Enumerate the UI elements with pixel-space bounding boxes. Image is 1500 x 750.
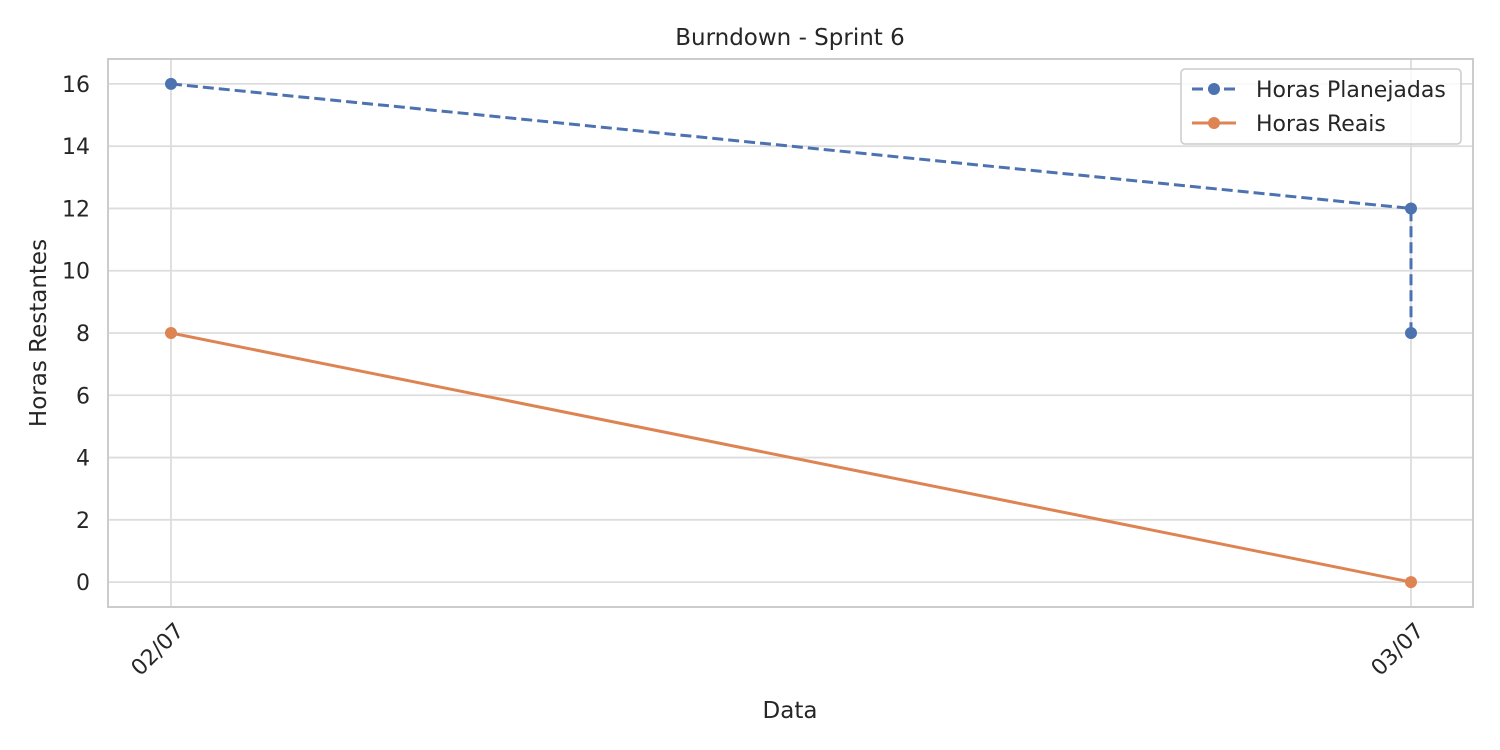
y-tick-label: 4 [76, 447, 90, 472]
x-tick-label: 03/07 [1367, 619, 1430, 682]
data-point-horas-planejadas [1405, 202, 1417, 215]
data-point-horas-planejadas [165, 77, 177, 90]
plot-area-frame [107, 58, 1474, 608]
y-tick-label: 10 [62, 260, 90, 285]
chart-title: Burndown - Sprint 6 [675, 25, 905, 51]
legend-label-horas-reais: Horas Reais [1256, 112, 1386, 137]
series-line-horas-planejadas [170, 82, 1413, 333]
y-tick-label: 14 [62, 135, 90, 160]
legend-box [1180, 68, 1462, 145]
tick-layer: 0 2 4 6 8 10 12 14 16 02/07 03/07 [62, 73, 1429, 681]
x-axis-label: Data [763, 698, 818, 724]
data-point-horas-planejadas [1405, 327, 1417, 339]
data-point-horas-reais [165, 327, 177, 339]
legend-marker-horas-reais [1208, 117, 1220, 129]
legend-label-horas-planejadas: Horas Planejadas [1256, 78, 1446, 103]
x-tick-label: 02/07 [127, 619, 190, 682]
grid-layer [108, 59, 1473, 607]
series-layer [165, 77, 1417, 589]
series-line-horas-reais [170, 331, 1412, 584]
y-tick-label: 6 [76, 384, 90, 409]
legend: Horas Planejadas Horas Reais [1180, 68, 1462, 145]
y-axis-label: Horas Restantes [26, 239, 52, 427]
data-point-horas-reais [1405, 576, 1417, 589]
y-tick-label: 0 [76, 571, 90, 596]
legend-marker-horas-planejadas [1208, 83, 1220, 95]
y-tick-label: 8 [76, 322, 90, 347]
y-tick-label: 12 [62, 197, 90, 222]
y-tick-label: 2 [76, 509, 90, 534]
y-tick-label: 16 [62, 73, 90, 98]
